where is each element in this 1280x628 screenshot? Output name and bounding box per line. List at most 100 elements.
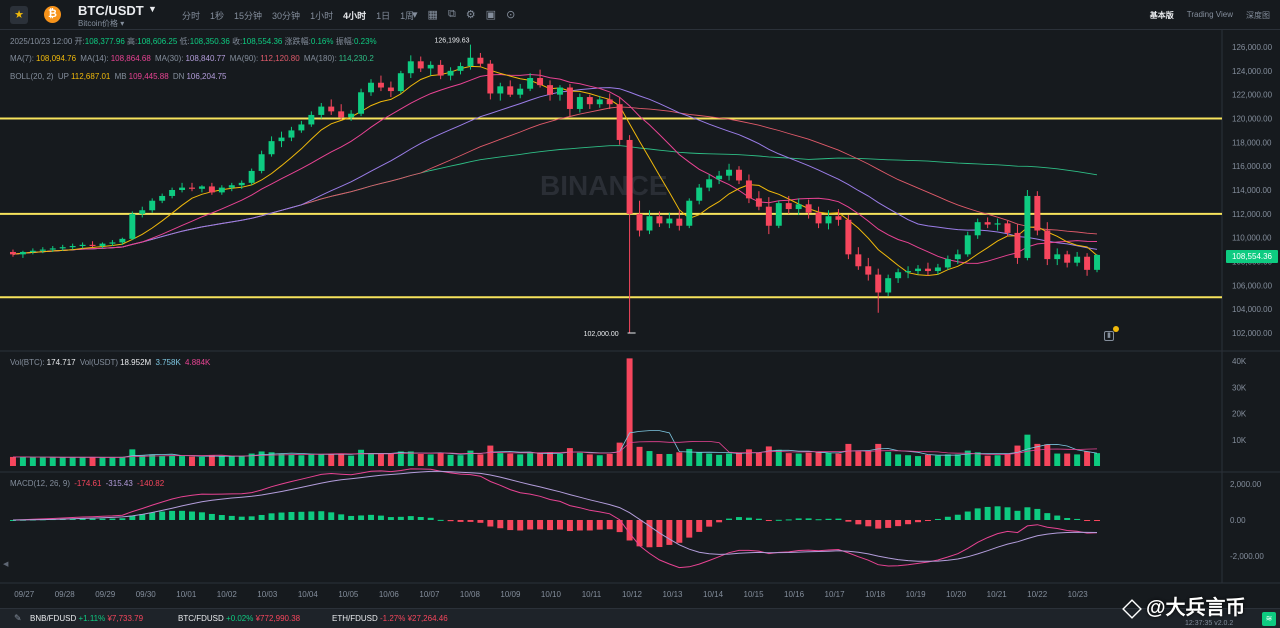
candle-body <box>268 141 275 155</box>
view-1[interactable]: Trading View <box>1186 10 1233 19</box>
alarm-icon[interactable]: ▮ <box>1104 331 1114 341</box>
volume-bar <box>825 452 832 466</box>
macd-histogram-bar <box>1054 515 1061 520</box>
candle-body <box>368 82 374 93</box>
candle-body <box>288 130 295 138</box>
macd-histogram-bar <box>576 520 583 531</box>
candle-body <box>686 200 693 226</box>
volume-bar <box>427 454 434 466</box>
volume-bar <box>755 452 762 466</box>
candle-body <box>447 70 454 76</box>
chart-area[interactable]: 126,000.00 124,000.00 122,000.00 120,000.00… <box>0 30 1280 608</box>
volume-bar <box>775 449 782 466</box>
interval-5[interactable]: 4小时 <box>343 11 367 21</box>
volume-bar <box>765 446 772 466</box>
ticker-btc[interactable]: BTC/FDUSD +0.02% ¥772,990.38 <box>178 614 301 623</box>
macd-histogram-bar <box>765 520 772 521</box>
macd-histogram-bar <box>467 520 474 522</box>
ticker-bnb[interactable]: BNB/FDUSD +1.11% ¥7,733.79 <box>30 614 144 623</box>
chevron-down-icon[interactable]: ▾ <box>412 9 418 21</box>
ticker-eth[interactable]: ETH/FDUSD -1.27% ¥27,264.46 <box>332 614 448 623</box>
volume-bar <box>745 449 752 466</box>
calendar-icon[interactable]: ▦ <box>427 9 438 21</box>
interval-1[interactable]: 1秒 <box>210 11 225 21</box>
watermark: @大兵言币 <box>1122 591 1246 620</box>
view-2[interactable]: 深度图 <box>1246 11 1270 20</box>
macd-histogram-bar <box>636 520 643 547</box>
macd-histogram-bar <box>198 512 205 520</box>
interval-7[interactable]: 1周 <box>400 11 415 21</box>
macd-histogram-bar <box>835 518 842 520</box>
macd-histogram-bar <box>696 520 703 532</box>
volume-bar <box>268 452 275 466</box>
settings-icon[interactable]: ⊙ <box>506 9 516 21</box>
volume-bar <box>676 452 683 466</box>
volume-bar <box>387 453 394 466</box>
macd-histogram-bar <box>1014 510 1021 520</box>
candle-body <box>944 259 951 268</box>
candle-body <box>865 266 872 275</box>
volume-bar <box>169 455 176 466</box>
volume-bar <box>338 453 345 466</box>
star-icon[interactable]: ★ <box>10 6 28 24</box>
candle-body <box>795 204 802 210</box>
date-axis-label: 10/06 <box>379 590 400 599</box>
macd-histogram-bar <box>129 515 136 520</box>
macd-histogram-bar <box>487 520 494 527</box>
macd-histogram-bar <box>159 511 166 520</box>
macd-histogram-bar <box>1004 507 1011 520</box>
date-axis-label: 10/11 <box>582 590 602 599</box>
macd-histogram-bar <box>119 518 126 520</box>
macd-histogram-bar <box>556 520 563 530</box>
candle-body <box>238 182 245 186</box>
interval-2[interactable]: 15分钟 <box>234 11 263 21</box>
volume-bar <box>358 449 365 466</box>
footer-time-version: 12:37:35 v2.0.2 <box>1185 620 1234 627</box>
interval-4[interactable]: 1小时 <box>310 11 334 21</box>
candle-body <box>139 210 146 214</box>
candle-body <box>656 216 663 224</box>
volume-bar <box>855 451 862 466</box>
view-0[interactable]: 基本版 <box>1149 11 1174 20</box>
macd-histogram-bar <box>189 511 195 520</box>
pair-subtitle[interactable]: Bitcoin价格 ▾ <box>78 19 125 28</box>
macd-histogram-bar <box>775 519 782 521</box>
volume-bar <box>1054 453 1061 466</box>
macd-histogram-bar <box>974 508 981 520</box>
macd-histogram-bar <box>308 511 315 520</box>
drawing-icon[interactable]: ⧉ <box>447 8 456 20</box>
date-axis-label: 10/03 <box>257 590 278 599</box>
candle-body <box>1044 230 1051 260</box>
candle-body <box>278 137 285 142</box>
interval-6[interactable]: 1日 <box>376 11 391 21</box>
date-axis-label: 10/12 <box>622 590 643 599</box>
volume-bar <box>1004 453 1011 466</box>
volume-bar <box>1074 454 1081 466</box>
volume-bar <box>736 453 742 466</box>
pair-title[interactable]: BTC/USDT <box>78 3 144 18</box>
chevron-down-icon[interactable]: ▼ <box>148 4 157 14</box>
candle-body <box>825 216 832 224</box>
scroll-left-icon[interactable]: ◀ <box>3 561 9 568</box>
edit-icon[interactable]: ✎ <box>14 613 22 623</box>
price-axis-label: 126,000.00 <box>1232 43 1273 52</box>
candle-body <box>1024 195 1031 258</box>
macd-histogram-bar <box>258 514 265 520</box>
candle-body <box>507 86 514 95</box>
candle-body <box>218 187 225 193</box>
candle-body <box>805 204 812 213</box>
macd-histogram-bar <box>586 520 593 531</box>
macd-histogram-bar <box>1064 517 1071 520</box>
chart-tools: ▾ ▦ ⧉ ⚙ ▣ ⊙ <box>412 8 515 21</box>
macd-histogram-bar <box>1044 513 1051 520</box>
volume-bar <box>348 455 355 466</box>
macd-histogram-bar <box>278 512 285 520</box>
date-axis-label: 10/22 <box>1027 590 1048 599</box>
interval-0[interactable]: 分时 <box>182 11 201 21</box>
indicator-icon[interactable]: ⚙ <box>465 9 476 21</box>
candle-body <box>159 195 166 201</box>
volume-bar <box>59 457 66 466</box>
interval-3[interactable]: 30分钟 <box>272 11 301 21</box>
volume-bar <box>179 456 186 466</box>
layout-icon[interactable]: ▣ <box>485 9 497 21</box>
